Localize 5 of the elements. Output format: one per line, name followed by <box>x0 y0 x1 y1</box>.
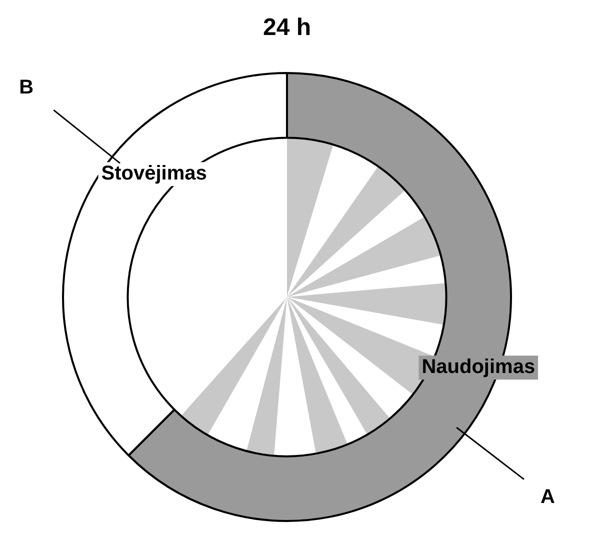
text: A <box>540 486 555 508</box>
text: B <box>19 76 34 99</box>
slice-label: Stovėjimas <box>101 162 207 185</box>
chart-title: 24 h <box>262 14 312 42</box>
slice-label: Naudojimas <box>422 356 536 378</box>
